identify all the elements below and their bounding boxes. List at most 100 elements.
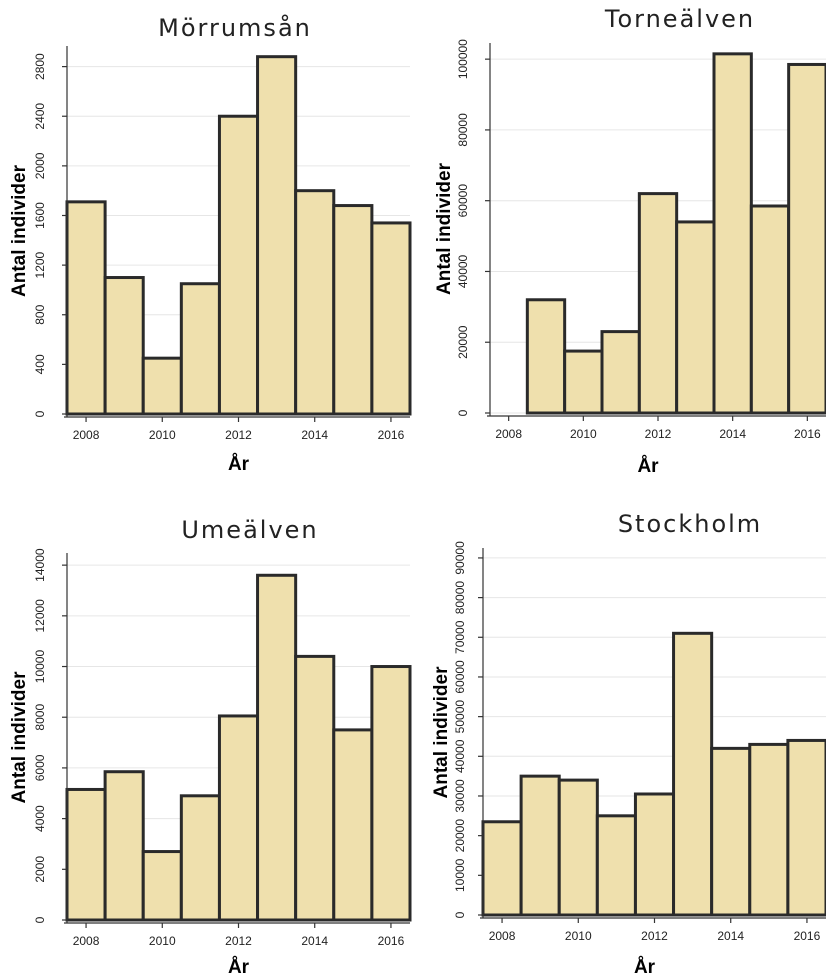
bar bbox=[519, 774, 561, 917]
x-tick-label: 2010 bbox=[565, 929, 592, 943]
x-tick-label: 2014 bbox=[301, 428, 328, 442]
x-tick-label: 2008 bbox=[489, 929, 516, 943]
bar bbox=[563, 349, 604, 415]
bar bbox=[712, 52, 753, 415]
y-tick-label: 14000 bbox=[33, 548, 47, 582]
bar bbox=[179, 282, 221, 416]
bar bbox=[370, 221, 412, 416]
y-tick-label: 0 bbox=[456, 409, 470, 416]
y-tick-label: 50000 bbox=[453, 700, 467, 734]
x-axis-label: År bbox=[228, 957, 250, 975]
x-tick-label: 2012 bbox=[225, 934, 252, 948]
bar bbox=[525, 298, 567, 415]
y-axis-label: Antal individer bbox=[9, 671, 30, 804]
y-tick-label: 2000 bbox=[33, 856, 47, 883]
bar bbox=[217, 714, 260, 922]
y-tick-label: 100000 bbox=[456, 39, 470, 79]
x-tick-label: 2016 bbox=[378, 934, 405, 948]
y-tick-label: 1200 bbox=[33, 251, 47, 278]
x-tick-label: 2016 bbox=[378, 428, 405, 442]
y-tick-label: 20000 bbox=[456, 325, 470, 359]
y-tick-label: 10000 bbox=[33, 650, 47, 684]
x-tick-label: 2014 bbox=[301, 934, 328, 948]
bar bbox=[294, 189, 336, 416]
y-axis-label: Antal individer bbox=[9, 164, 30, 297]
x-tick-label: 2010 bbox=[149, 934, 176, 948]
y-tick-label: 6000 bbox=[33, 754, 47, 781]
x-tick-label: 2012 bbox=[645, 427, 672, 441]
bar bbox=[65, 200, 107, 416]
chart-morrumsan: 0 400 800 1200 1600 2000 2400 2800 2008 2010 2012 2… bbox=[9, 13, 412, 475]
x-axis-label: År bbox=[637, 456, 659, 477]
x-tick-label: 2008 bbox=[73, 934, 100, 948]
y-tick-label: 2000 bbox=[33, 152, 47, 179]
bar bbox=[332, 204, 374, 416]
bar bbox=[672, 631, 714, 917]
x-tick-label: 2012 bbox=[641, 929, 668, 943]
x-tick-label: 2008 bbox=[495, 427, 522, 441]
bar bbox=[141, 356, 183, 416]
y-tick-label: 60000 bbox=[453, 660, 467, 694]
y-tick-label: 10000 bbox=[453, 858, 467, 892]
y-axis-label: Antal individer bbox=[431, 666, 452, 799]
bar bbox=[748, 742, 790, 917]
y-tick-label: 0 bbox=[453, 911, 467, 918]
y-tick-label: 40000 bbox=[456, 254, 470, 288]
bar bbox=[600, 330, 641, 415]
y-tick-label: 8000 bbox=[33, 704, 47, 731]
y-tick-label: 70000 bbox=[453, 620, 467, 654]
bar bbox=[595, 814, 637, 917]
bar bbox=[787, 62, 826, 415]
bar bbox=[710, 746, 752, 917]
y-tick-label: 2800 bbox=[33, 53, 47, 80]
y-tick-label: 2400 bbox=[33, 103, 47, 130]
bar bbox=[103, 276, 145, 416]
x-axis-label: År bbox=[634, 957, 656, 975]
x-tick-label: 2016 bbox=[794, 929, 821, 943]
bar bbox=[179, 794, 221, 922]
bar bbox=[557, 778, 599, 917]
x-tick-label: 2010 bbox=[570, 427, 597, 441]
bar bbox=[103, 770, 145, 922]
x-tick-label: 2008 bbox=[73, 428, 100, 442]
y-tick-label: 12000 bbox=[33, 599, 47, 633]
bar bbox=[294, 654, 336, 922]
chart-title: Mörrumsån bbox=[158, 13, 312, 42]
x-tick-label: 2010 bbox=[149, 428, 176, 442]
y-tick-label: 800 bbox=[33, 304, 47, 324]
chart-title: Stockholm bbox=[618, 510, 762, 538]
bar bbox=[141, 850, 183, 922]
bar bbox=[256, 55, 298, 416]
y-axis-label: Antal individer bbox=[434, 162, 455, 295]
bar bbox=[749, 204, 791, 415]
x-tick-label: 2012 bbox=[225, 428, 252, 442]
y-tick-label: 400 bbox=[33, 354, 47, 374]
y-tick-label: 20000 bbox=[453, 819, 467, 853]
x-tick-label: 2014 bbox=[719, 427, 746, 441]
y-tick-label: 80000 bbox=[456, 113, 470, 147]
chart-title: Torneälven bbox=[604, 5, 755, 33]
x-tick-label: 2014 bbox=[717, 929, 744, 943]
y-tick-label: 30000 bbox=[453, 779, 467, 813]
y-tick-label: 4000 bbox=[33, 805, 47, 832]
y-tick-label: 40000 bbox=[453, 739, 467, 773]
y-tick-label: 60000 bbox=[456, 184, 470, 218]
bar bbox=[217, 114, 260, 416]
y-tick-label: 1600 bbox=[33, 202, 47, 229]
bar bbox=[65, 787, 107, 922]
y-tick-label: 80000 bbox=[453, 581, 467, 615]
x-axis-label: År bbox=[228, 454, 250, 475]
bar bbox=[637, 192, 679, 415]
bar bbox=[256, 573, 298, 922]
chart-umealven: 0 2000 4000 6000 8000 10000 12000 14000 2008 2010… bbox=[9, 516, 412, 975]
chart-stockholm: 0 10000 20000 30000 40000 50000 60000 70000 8000… bbox=[431, 510, 826, 975]
x-tick-label: 2016 bbox=[794, 427, 821, 441]
bar bbox=[786, 738, 826, 917]
bar bbox=[332, 728, 374, 922]
bar bbox=[633, 792, 676, 917]
chart-title: Umeälven bbox=[181, 516, 318, 544]
bar bbox=[370, 665, 412, 922]
bar bbox=[675, 220, 716, 415]
y-tick-label: 0 bbox=[33, 916, 47, 923]
